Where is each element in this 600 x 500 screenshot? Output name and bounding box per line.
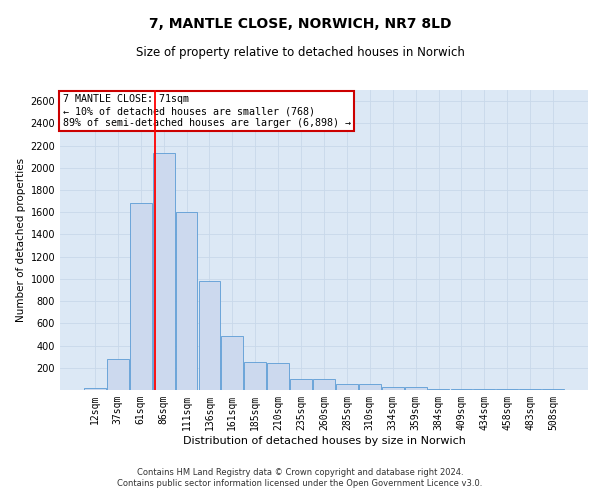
Bar (153, 154, 175, 390)
Text: 7 MANTLE CLOSE: 71sqm
← 10% of detached houses are smaller (768)
89% of semi-det: 7 MANTLE CLOSE: 71sqm ← 10% of detached … (62, 94, 350, 128)
Text: Size of property relative to detached houses in Norwich: Size of property relative to detached ho… (136, 46, 464, 59)
Bar (382, 386, 404, 390)
Text: Contains HM Land Registry data © Crown copyright and database right 2024.
Contai: Contains HM Land Registry data © Crown c… (118, 468, 482, 487)
Bar (176, 212, 197, 390)
Y-axis label: Number of detached properties: Number of detached properties (16, 158, 26, 322)
Bar (267, 364, 289, 390)
Bar (244, 362, 266, 390)
Bar (199, 281, 220, 390)
Bar (107, 359, 128, 390)
Bar (336, 384, 358, 390)
X-axis label: Distribution of detached houses by size in Norwich: Distribution of detached houses by size … (182, 436, 466, 446)
Bar (290, 379, 312, 390)
Bar (130, 204, 152, 390)
Bar (313, 379, 335, 390)
Text: 7, MANTLE CLOSE, NORWICH, NR7 8LD: 7, MANTLE CLOSE, NORWICH, NR7 8LD (149, 18, 451, 32)
Bar (405, 386, 427, 390)
Bar (359, 384, 381, 390)
Bar (428, 389, 449, 390)
Bar (84, 388, 106, 390)
Bar (221, 336, 243, 390)
